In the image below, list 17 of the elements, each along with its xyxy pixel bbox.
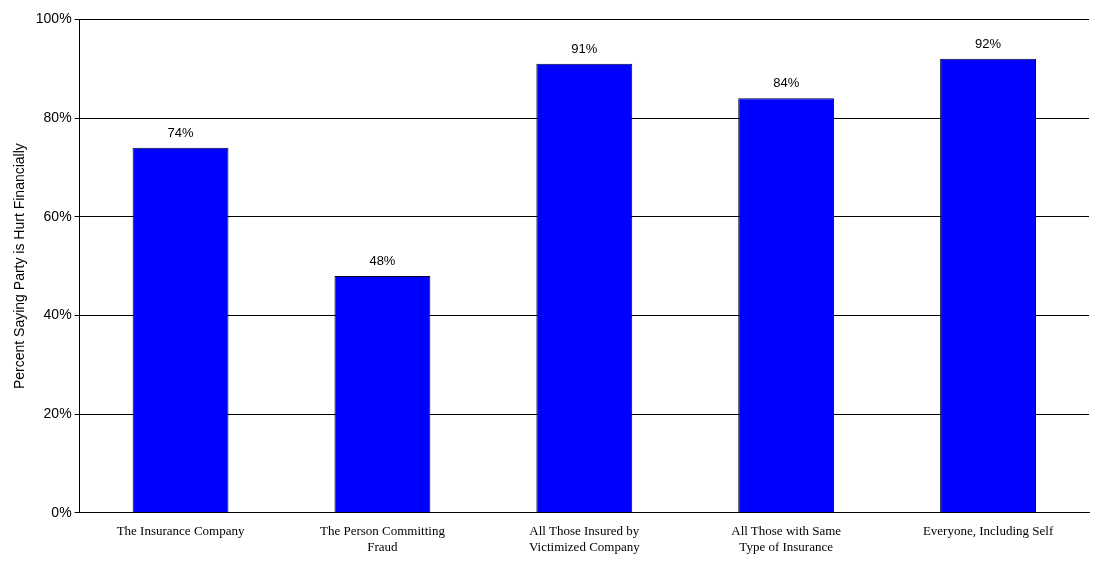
- x-tick-label: All Those Insured by Victimized Company: [528, 523, 641, 554]
- x-tick-label: Everyone, Including Self: [922, 523, 1054, 539]
- y-tick-label: 0%: [51, 503, 72, 520]
- y-tick-label: 20%: [43, 404, 72, 421]
- data-label: 48%: [369, 253, 396, 269]
- data-label: 74%: [167, 124, 194, 140]
- x-tick-label: The Insurance Company: [116, 523, 245, 539]
- y-tick-label: 40%: [43, 306, 72, 323]
- data-label: 91%: [571, 40, 598, 56]
- y-axis-title: Percent Saying Party is Hurt Financially: [11, 143, 28, 390]
- y-tick-label: 100%: [35, 10, 72, 27]
- x-tick-label: All Those with Same Type of Insurance: [731, 523, 842, 554]
- x-tick-label: The Person Committing Fraud: [319, 523, 446, 554]
- y-tick-label: 80%: [43, 108, 72, 125]
- data-label: 92%: [975, 35, 1002, 51]
- y-tick-label: 60%: [43, 207, 72, 224]
- data-label: 84%: [773, 75, 800, 91]
